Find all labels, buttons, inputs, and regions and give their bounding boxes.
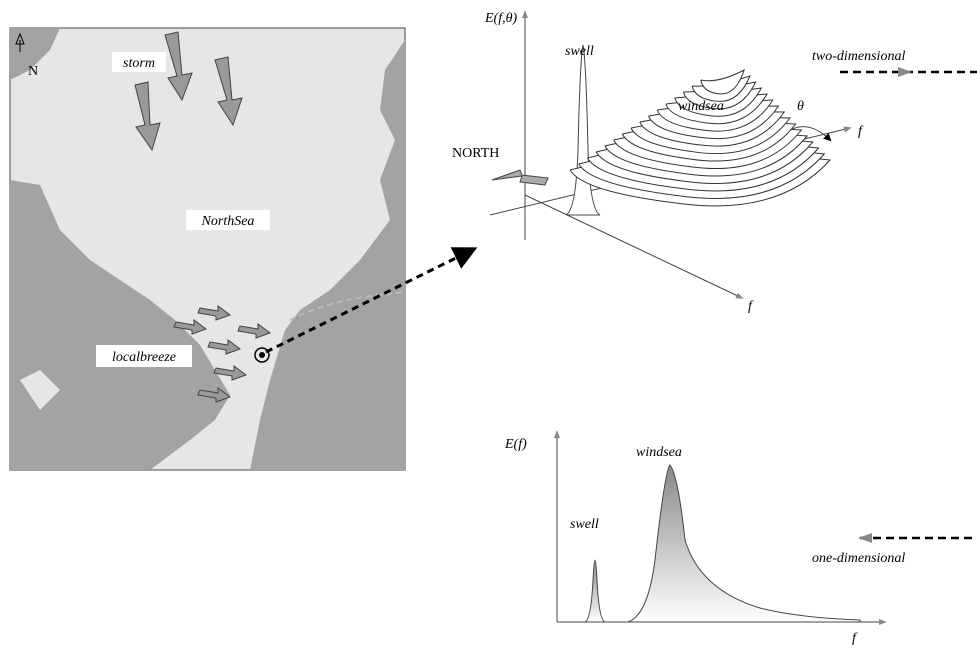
north-3d-label: NORTH <box>452 146 499 161</box>
frequency-axis <box>524 194 744 299</box>
swell-1d-label: swell <box>570 517 599 532</box>
label-box <box>112 52 166 72</box>
storm-arrows <box>134 31 243 152</box>
swell-2d-label: swell <box>565 44 594 59</box>
label-box <box>96 345 192 367</box>
caption-2d: two-dimensional <box>812 49 905 64</box>
sea-label: NorthSea <box>201 214 255 229</box>
breeze-arrows <box>173 305 272 403</box>
north-arrow <box>15 32 25 52</box>
link-arrow <box>265 247 478 354</box>
north-label: N <box>28 64 38 79</box>
land-continent <box>250 40 405 470</box>
energy-1d-label: E(f) <box>504 437 527 452</box>
label-box <box>186 210 270 230</box>
breeze-label: localbreeze <box>112 350 176 365</box>
spectrum-2d <box>489 10 852 299</box>
energy-2d-label: E(f,θ) <box>484 11 517 26</box>
f-2d-label: f <box>748 299 754 314</box>
windsea-contour <box>700 68 746 95</box>
storm-label: storm <box>123 56 155 71</box>
map: N storm NorthSea localbreeze <box>9 27 406 471</box>
windsea-1d-label: windsea <box>636 445 682 460</box>
spectrum-1d <box>554 430 887 625</box>
swell-1d-peak <box>584 559 606 623</box>
windsea-2d-label: windsea <box>678 99 724 114</box>
windsea-1d-peak <box>627 464 861 623</box>
location-dot <box>259 352 265 358</box>
caption-1d: one-dimensional <box>812 551 905 566</box>
caption-2d-arrowhead <box>898 67 912 77</box>
f-direction-label: f <box>858 124 864 139</box>
f-1d-label: f <box>852 631 858 646</box>
land-uk <box>10 180 230 470</box>
lake <box>20 370 60 410</box>
caption-1d-arrowhead <box>858 533 872 543</box>
windsea-contours <box>569 68 832 207</box>
theta-label: θ <box>797 99 804 114</box>
north-arrow-3d <box>491 169 549 186</box>
location-marker <box>254 347 270 363</box>
theta-arrow <box>789 126 832 142</box>
